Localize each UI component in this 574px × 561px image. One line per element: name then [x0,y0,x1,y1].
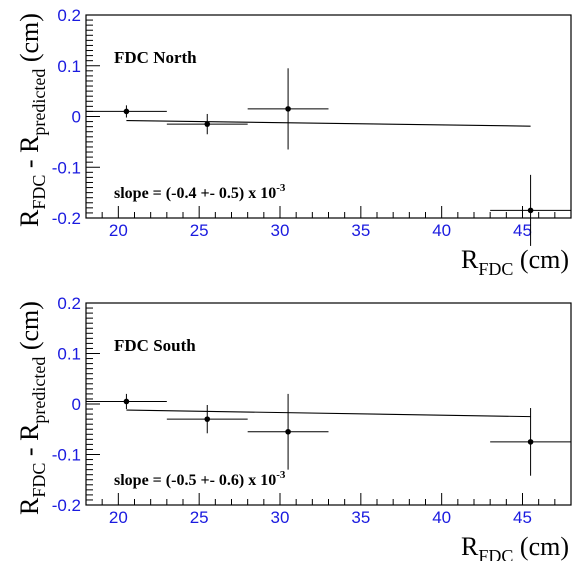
data-point [490,408,571,476]
x-axis-title: RFDC (cm) [461,245,569,279]
point-marker [527,439,534,445]
x-tick-label: 40 [432,508,451,527]
x-axis-title-main: R [461,245,479,274]
y-axis-title-mid: - R [15,135,44,175]
y-axis-title-unit: (cm) [15,13,44,69]
x-axis-title: RFDC (cm) [461,532,569,561]
x-axis-title-sub: FDC [478,546,513,561]
slope-exponent: -3 [276,469,286,481]
y-axis-title-sub: predicted [29,357,49,424]
slope-text: slope = (-0.5 +- 0.6) x 10 [114,472,276,489]
point-marker [285,106,291,112]
x-tick-label: 20 [109,508,128,527]
y-tick-label: 0.2 [57,294,81,313]
x-tick-label: 20 [109,221,128,240]
panel-title: FDC North [114,48,197,67]
data-point [247,68,329,150]
slope-annotation: slope = (-0.5 +- 0.6) x 10-3 [114,469,286,489]
panel-title: FDC South [114,336,196,355]
y-tick-label: 0.1 [57,345,81,364]
y-axis-title-main: R [15,209,44,227]
x-axis-title-unit: (cm) [513,245,569,274]
point-marker [285,428,291,435]
x-tick-label: 40 [432,221,451,240]
x-tick-label: 25 [190,508,209,527]
y-axis-title-sub: FDC [29,175,49,210]
x-axis-title-main: R [461,532,479,561]
point-marker [204,416,211,422]
panel-north: 20 25 30 35 40 45 -0.2 -0.1 0 0.1 0.2 FDC North slop… [15,6,572,279]
y-ticks [86,14,100,219]
x-axis-title-unit: (cm) [513,532,569,561]
slope-text: slope = (-0.4 +- 0.5) x 10 [114,185,276,202]
data-point [166,405,248,434]
panel-south: 20 25 30 35 40 45 -0.2 -0.1 0 0.1 0.2 FDC South slop… [15,294,572,561]
data-point [86,105,167,118]
y-axis-title-main: R [15,497,44,515]
point-marker [123,398,130,405]
fit-line [126,409,531,418]
point-marker [527,207,534,214]
x-ticks [85,206,572,218]
fit-line [126,120,531,127]
x-tick-label: 45 [513,221,532,240]
x-tick-label: 30 [271,508,290,527]
x-tick-label: 45 [513,508,532,527]
slope-annotation: slope = (-0.4 +- 0.5) x 10-3 [114,182,286,202]
x-tick-label: 35 [351,508,370,527]
y-tick-label: -0.2 [52,209,81,228]
y-ticks [86,302,100,506]
y-axis-title: RFDC - Rpredicted (cm) [15,301,49,515]
y-tick-label: 0 [72,395,81,414]
data-point [86,393,167,410]
y-tick-label: -0.1 [52,158,81,177]
data-point [490,174,571,246]
y-axis-title: RFDC - Rpredicted (cm) [15,13,49,227]
y-tick-label: 0.2 [57,6,81,25]
x-ticks [85,493,572,505]
data-point [166,113,248,135]
y-tick-label: 0.1 [57,57,81,76]
x-axis-title-sub: FDC [478,259,513,279]
y-axis-title-sub: predicted [29,69,49,136]
y-tick-label: -0.2 [52,496,81,515]
y-axis-title-sub: FDC [29,463,49,498]
y-tick-label: -0.1 [52,446,81,465]
x-tick-label: 25 [190,221,209,240]
point-marker [123,108,130,115]
y-tick-label: 0 [72,108,81,127]
x-tick-label: 30 [271,221,290,240]
point-marker [204,121,211,127]
x-tick-label: 35 [351,221,370,240]
y-axis-title-unit: (cm) [15,301,44,357]
data-point [247,393,329,470]
y-axis-title-mid: - R [15,423,44,463]
slope-exponent: -3 [276,182,286,194]
